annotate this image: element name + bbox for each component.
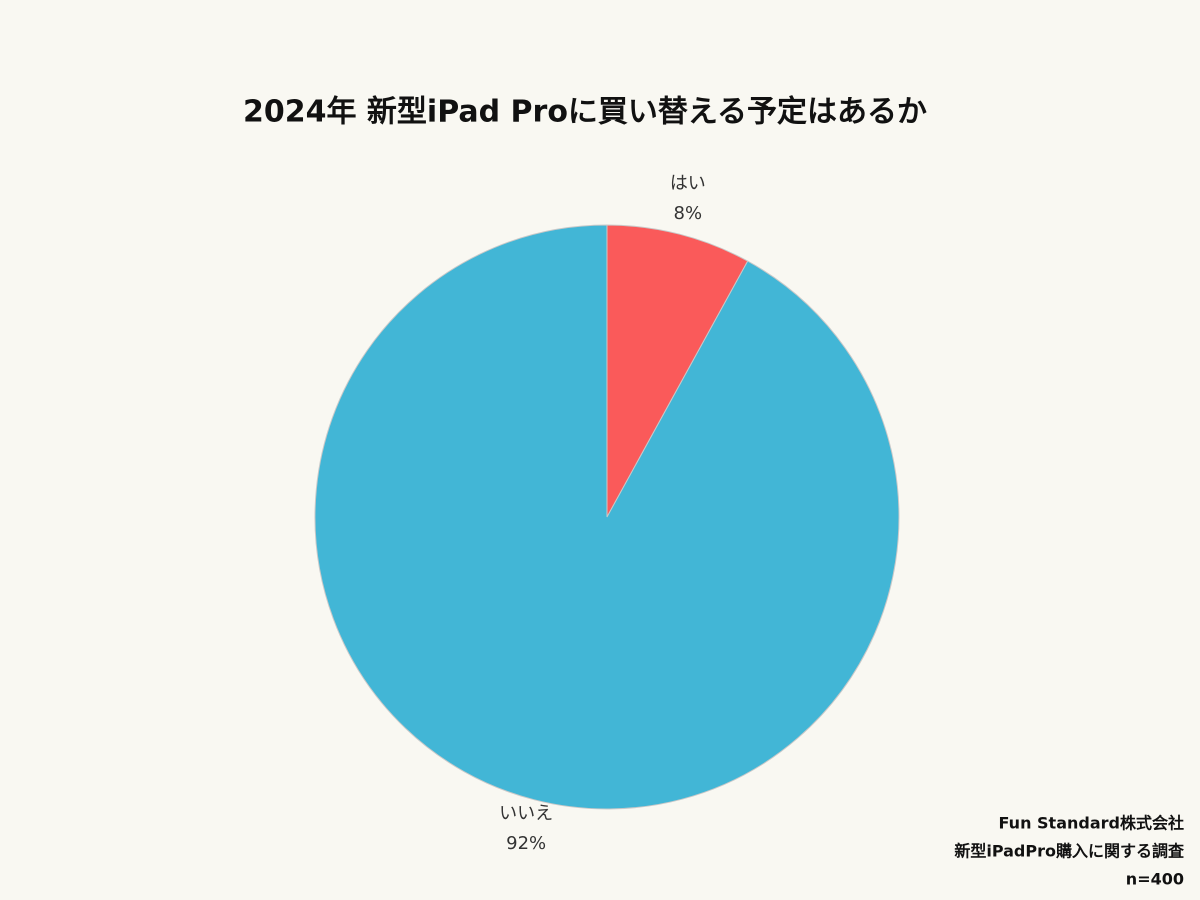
slice-label: いいえ bbox=[499, 803, 553, 824]
pie-slice bbox=[314, 224, 900, 810]
pie-slice bbox=[606, 224, 749, 518]
source-note: 新型iPadPro購入に関する調査 bbox=[954, 842, 1184, 861]
chart-title: 2024年 新型iPad Proに買い替える予定はあるか bbox=[243, 95, 927, 130]
source-note: Fun Standard株式会社 bbox=[999, 814, 1184, 833]
source-note: n=400 bbox=[1126, 870, 1184, 889]
slice-value-label: 8% bbox=[674, 203, 703, 224]
slice-value-label: 92% bbox=[506, 833, 546, 854]
slice-label: はい bbox=[670, 173, 706, 194]
